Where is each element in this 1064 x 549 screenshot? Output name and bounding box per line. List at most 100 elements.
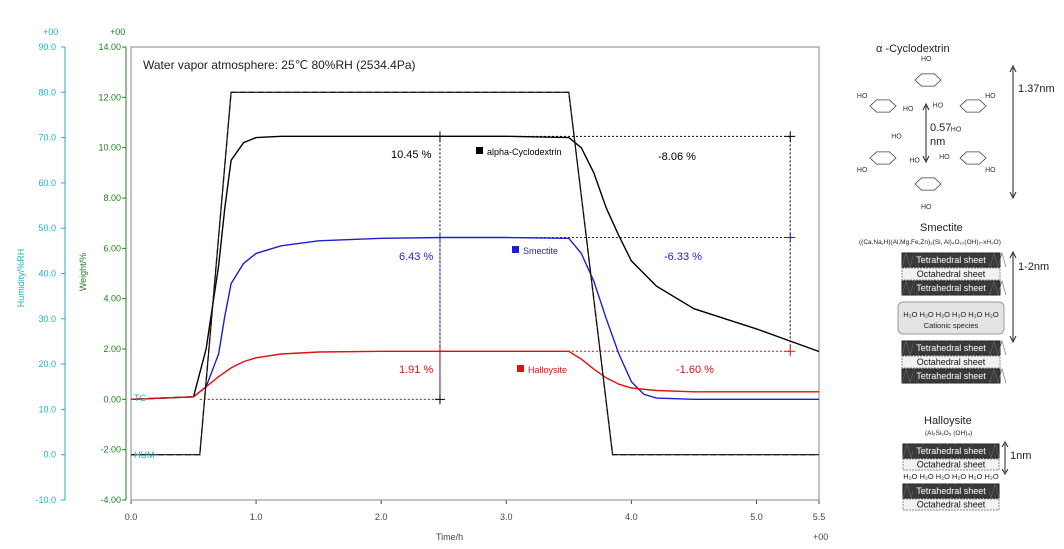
hydroxyl-label: HO xyxy=(985,93,996,100)
glucose-unit xyxy=(914,177,942,191)
octa-sheet xyxy=(901,267,1001,281)
humidity-tick-label: 30.0 xyxy=(38,314,56,324)
humidity-tick-label: 10.0 xyxy=(38,404,56,414)
x-tick-label: 5.0 xyxy=(750,512,763,522)
sheet-texture xyxy=(997,279,1007,296)
plot-frame xyxy=(130,46,820,501)
sheet-texture xyxy=(990,442,1000,459)
hydroxyl-label: HO xyxy=(857,167,868,174)
humidity-tick-label: 0.0 xyxy=(43,450,56,460)
legend-label: alpha-Cyclodextrin xyxy=(487,147,562,157)
octa-sheet xyxy=(901,355,1001,369)
glucose-unit xyxy=(869,151,897,165)
interlayer-box xyxy=(897,301,1005,335)
humidity-tick-label: 40.0 xyxy=(38,269,56,279)
sheet-texture xyxy=(902,442,912,459)
cursor-mark xyxy=(785,232,796,243)
halloysite-dim-label: 1nm xyxy=(1010,450,1031,462)
tetra-sheet-label: Tetrahedral sheet xyxy=(916,486,986,496)
hydroxyl-label: HO xyxy=(909,158,920,165)
smectite-structure: Smectite ((Ca,Na,H)(Al,Mg,Fe,Zn)₂(Si, Al… xyxy=(859,222,1049,384)
loss-label: -6.33 % xyxy=(664,251,702,263)
sheet-texture xyxy=(997,367,1007,384)
humidity-exponent: +00 xyxy=(43,27,58,37)
sheet-texture xyxy=(997,251,1007,268)
sheet-texture xyxy=(902,482,912,499)
tg-curve-label: TG xyxy=(134,393,147,403)
cursor-mark xyxy=(785,131,796,142)
sheet-label-bg xyxy=(913,370,989,382)
hydroxyl-label: HO xyxy=(903,106,914,113)
hydroxyl-label: HO xyxy=(939,154,950,161)
smectite-dim-label: 1-2nm xyxy=(1018,261,1049,273)
glucose-unit xyxy=(869,99,897,113)
humidity-step-line xyxy=(131,91,819,456)
octa-sheet-label: Octahedral sheet xyxy=(917,500,986,510)
humidity-tick-label: 90.0 xyxy=(38,42,56,52)
loss-label: -8.06 % xyxy=(658,151,696,163)
tetra-sheet-label: Tetrahedral sheet xyxy=(916,343,986,353)
tetra-sheet-label: Tetrahedral sheet xyxy=(916,283,986,293)
weight-tick-label: 4.00 xyxy=(103,294,121,304)
sheet-texture xyxy=(901,367,911,384)
octa-sheet-label: Octahedral sheet xyxy=(917,269,986,279)
sheet-label-bg xyxy=(913,342,989,354)
octa-sheet xyxy=(902,458,1000,471)
humidity-tick-label: 60.0 xyxy=(38,178,56,188)
sheet-label-bg xyxy=(913,282,989,294)
weight-tick-label: 10.00 xyxy=(98,143,121,153)
octa-sheet xyxy=(902,498,1000,511)
outer-dim-label: 1.37nm xyxy=(1018,83,1055,95)
loss-label: -1.60 % xyxy=(676,364,714,376)
gain-label: 1.91 % xyxy=(399,364,433,376)
weight-tick-label: 12.00 xyxy=(98,92,121,102)
glucose-unit xyxy=(959,151,987,165)
cyclodextrin-ring-drawing: HO HO HO HO HO HO HO HO HO HO HO HO xyxy=(857,56,996,211)
series-line-halloysite xyxy=(130,350,819,400)
legend-label: Halloysite xyxy=(528,365,567,375)
sheet-texture xyxy=(901,339,911,356)
humidity-tick-label: 80.0 xyxy=(38,87,56,97)
x-axis-label: Time/h xyxy=(436,532,463,542)
humidity-tick-label: -10.0 xyxy=(35,495,56,505)
octa-sheet-label: Octahedral sheet xyxy=(917,357,986,367)
cursor-mark xyxy=(434,394,445,405)
weight-tick-label: -2.00 xyxy=(100,445,121,455)
humidity-axis-label: Humidity/%RH xyxy=(16,249,26,308)
x-tick-label: 5.5 xyxy=(813,512,826,522)
x-tick-label: 1.0 xyxy=(250,512,263,522)
weight-tick-label: 8.00 xyxy=(103,193,121,203)
gain-label: 6.43 % xyxy=(399,251,433,263)
halloysite-structure: Halloysite (Al₂Si₂O₅ (OH)₄) Tetrahedral … xyxy=(902,415,1031,511)
gain-label: 10.45 % xyxy=(391,149,432,161)
hydroxyl-label: HO xyxy=(933,102,944,109)
chart-title: Water vapor atmosphere: 25℃ 80%RH (2534.… xyxy=(143,58,416,72)
tetra-sheet-label: Tetrahedral sheet xyxy=(916,371,986,381)
cyclodextrin-structure: α -Cyclodextrin HOHOHOHOHOHOHOHOHOHOHOHO… xyxy=(857,43,1055,211)
sheet-texture xyxy=(990,482,1000,499)
sheet-texture xyxy=(989,279,999,296)
interlayer-cation: Cationic species xyxy=(924,321,979,330)
series-line-smectite xyxy=(130,236,819,400)
sheet-label-bg xyxy=(913,485,989,497)
humidity-tick-label: 20.0 xyxy=(38,359,56,369)
series-line-alpha-cyclodextrin xyxy=(130,135,820,400)
x-exponent: +00 xyxy=(813,532,828,542)
halloysite-title: Halloysite xyxy=(924,415,972,427)
humidity-tick-label: 50.0 xyxy=(38,223,56,233)
halloysite-formula: (Al₂Si₂O₅ (OH)₄) xyxy=(925,430,972,437)
interlayer-water: H₂O H₂O H₂O H₂O H₂O H₂O xyxy=(903,472,999,481)
weight-tick-label: 2.00 xyxy=(103,344,121,354)
hydroxyl-label: HO xyxy=(951,126,962,133)
weight-tick-label: 0.00 xyxy=(103,394,121,404)
hydroxyl-label: HO xyxy=(857,93,868,100)
x-tick-label: 0.0 xyxy=(125,512,138,522)
sheet-texture xyxy=(997,339,1007,356)
sheet-label-bg xyxy=(913,254,989,266)
legend-swatch xyxy=(476,147,483,154)
sheet-texture xyxy=(989,339,999,356)
series-line-hum xyxy=(131,91,819,456)
octa-sheet-label: Octahedral sheet xyxy=(917,460,986,470)
x-tick-label: 3.0 xyxy=(500,512,513,522)
weight-exponent: +00 xyxy=(110,27,125,37)
